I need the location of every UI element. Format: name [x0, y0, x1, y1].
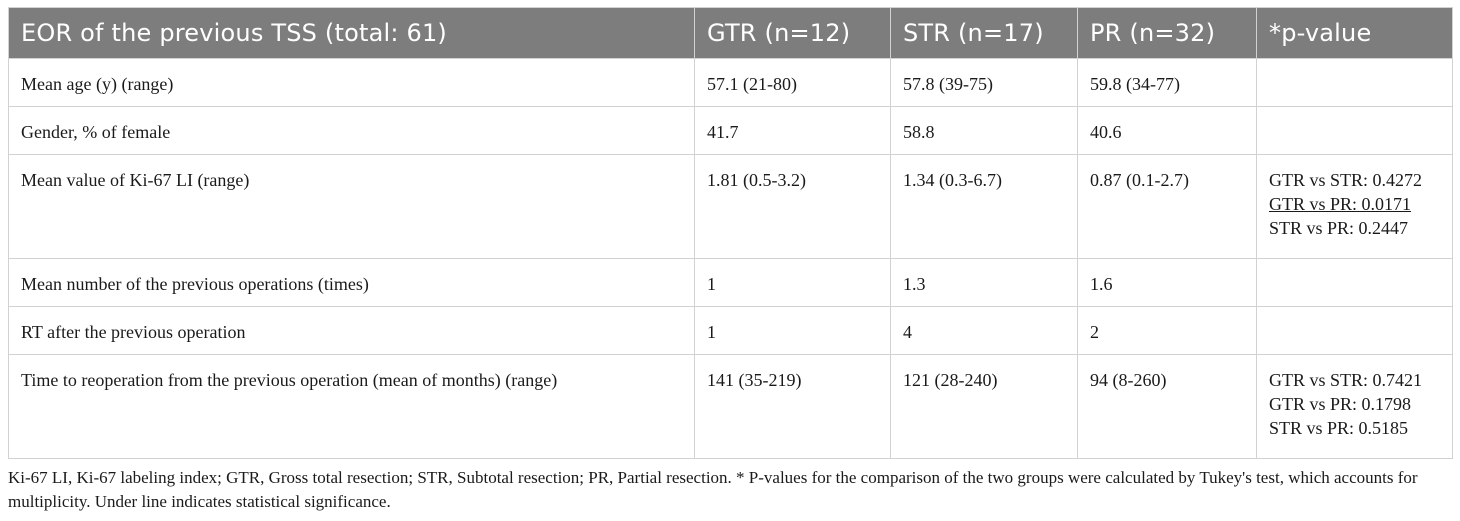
cell-pvalue — [1256, 306, 1453, 355]
cell-gtr: 1 — [694, 258, 891, 307]
table-row: RT after the previous operation 1 4 2 — [8, 306, 1453, 355]
pvalue-gtr-vs-str: GTR vs STR: 0.7421 — [1269, 370, 1423, 390]
cell-pr: 40.6 — [1077, 106, 1257, 155]
cell-gtr: 141 (35-219) — [694, 354, 891, 459]
table-row: Mean number of the previous operations (… — [8, 258, 1453, 307]
header-pvalue: *p-value — [1256, 7, 1453, 59]
row-label: Mean age (y) (range) — [8, 58, 695, 107]
header-pr: PR (n=32) — [1077, 7, 1257, 59]
table-footnote: Ki-67 LI, Ki-67 labeling index; GTR, Gro… — [8, 468, 1418, 511]
table-row: Time to reoperation from the previous op… — [8, 354, 1453, 459]
table-row: Mean age (y) (range) 57.1 (21-80) 57.8 (… — [8, 58, 1453, 107]
row-label: Mean value of Ki-67 LI (range) — [8, 154, 695, 259]
cell-pr: 94 (8-260) — [1077, 354, 1257, 459]
cell-str: 58.8 — [890, 106, 1078, 155]
cell-pvalue: GTR vs STR: 0.7421 GTR vs PR: 0.1798 STR… — [1256, 354, 1453, 459]
cell-gtr: 57.1 (21-80) — [694, 58, 891, 107]
cell-gtr: 41.7 — [694, 106, 891, 155]
header-gtr: GTR (n=12) — [694, 7, 891, 59]
cell-pvalue — [1256, 258, 1453, 307]
row-label: Mean number of the previous operations (… — [8, 258, 695, 307]
cell-pr: 1.6 — [1077, 258, 1257, 307]
cell-gtr: 1 — [694, 306, 891, 355]
results-table-container: EOR of the previous TSS (total: 61) GTR … — [8, 7, 1453, 459]
cell-str: 4 — [890, 306, 1078, 355]
pvalue-gtr-vs-pr: GTR vs PR: 0.1798 — [1269, 394, 1412, 414]
cell-str: 1.34 (0.3-6.7) — [890, 154, 1078, 259]
cell-pvalue — [1256, 58, 1453, 107]
cell-pr: 59.8 (34-77) — [1077, 58, 1257, 107]
cell-str: 121 (28-240) — [890, 354, 1078, 459]
cell-pvalue — [1256, 106, 1453, 155]
header-str: STR (n=17) — [890, 7, 1078, 59]
results-table: EOR of the previous TSS (total: 61) GTR … — [8, 7, 1453, 459]
row-label: RT after the previous operation — [8, 306, 695, 355]
table-row: Mean value of Ki-67 LI (range) 1.81 (0.5… — [8, 154, 1453, 259]
header-eor: EOR of the previous TSS (total: 61) — [8, 7, 695, 59]
pvalue-gtr-vs-pr-significant: GTR vs PR: 0.0171 — [1269, 194, 1412, 214]
pvalue-str-vs-pr: STR vs PR: 0.2447 — [1269, 218, 1409, 238]
row-label: Gender, % of female — [8, 106, 695, 155]
pvalue-str-vs-pr: STR vs PR: 0.5185 — [1269, 418, 1409, 438]
row-label: Time to reoperation from the previous op… — [8, 354, 695, 459]
cell-gtr: 1.81 (0.5-3.2) — [694, 154, 891, 259]
cell-str: 57.8 (39-75) — [890, 58, 1078, 107]
table-row: Gender, % of female 41.7 58.8 40.6 — [8, 106, 1453, 155]
pvalue-gtr-vs-str: GTR vs STR: 0.4272 — [1269, 170, 1423, 190]
header-row: EOR of the previous TSS (total: 61) GTR … — [8, 7, 1453, 59]
cell-pvalue: GTR vs STR: 0.4272 GTR vs PR: 0.0171 STR… — [1256, 154, 1453, 259]
cell-str: 1.3 — [890, 258, 1078, 307]
cell-pr: 2 — [1077, 306, 1257, 355]
cell-pr: 0.87 (0.1-2.7) — [1077, 154, 1257, 259]
